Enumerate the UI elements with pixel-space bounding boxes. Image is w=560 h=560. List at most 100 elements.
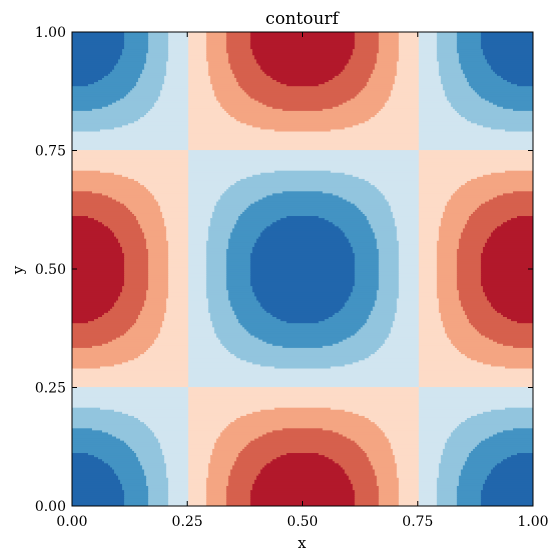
contour-fill-cell bbox=[378, 254, 400, 258]
contour-fill-cell bbox=[460, 304, 492, 307]
contour-fill-cell bbox=[168, 495, 189, 499]
contour-fill-cell bbox=[258, 198, 348, 202]
contour-fill-cell bbox=[418, 454, 442, 458]
contour-fill-cell bbox=[398, 262, 420, 266]
contour-fill-cell bbox=[482, 174, 533, 177]
contour-fill-cell bbox=[234, 460, 272, 464]
contour-fill-cell bbox=[206, 285, 227, 289]
contour-fill-cell bbox=[226, 32, 251, 35]
contour-fill-cell bbox=[146, 56, 169, 60]
contour-fill-cell bbox=[264, 464, 342, 468]
contour-fill-cell bbox=[220, 104, 268, 107]
contour-fill-cell bbox=[418, 487, 438, 491]
contour-fill-cell bbox=[482, 250, 533, 254]
contour-fill-cell bbox=[464, 116, 533, 120]
contour-fill-cell bbox=[164, 223, 189, 227]
contour-fill-cell bbox=[368, 77, 396, 80]
contour-fill-cell bbox=[104, 75, 141, 78]
contour-fill-cell bbox=[456, 266, 482, 270]
contour-fill-cell bbox=[418, 124, 484, 128]
contour-fill-cell bbox=[398, 271, 420, 274]
contour-fill-cell bbox=[160, 207, 189, 210]
contour-fill-cell bbox=[260, 470, 346, 474]
contour-fill-cell bbox=[486, 295, 533, 299]
contour-fill-cell bbox=[398, 503, 420, 506]
contour-fill-cell bbox=[146, 238, 167, 241]
contour-fill-cell bbox=[188, 151, 420, 155]
contour-fill-cell bbox=[188, 355, 237, 359]
contour-fill-cell bbox=[484, 291, 533, 295]
contour-fill-cell bbox=[496, 225, 533, 229]
contour-fill-cell bbox=[506, 316, 533, 320]
contour-fill-cell bbox=[118, 477, 147, 480]
contour-fill-cell bbox=[120, 437, 159, 441]
contour-fill-cell bbox=[72, 132, 189, 136]
contour-fill-cell bbox=[418, 396, 533, 400]
contour-fill-cell bbox=[188, 291, 207, 295]
contour-fill-cell bbox=[124, 40, 149, 43]
contour-fill-cell bbox=[436, 40, 458, 43]
contour-fill-cell bbox=[238, 454, 282, 458]
contour-fill-cell bbox=[118, 475, 147, 478]
contour-fill-cell bbox=[352, 246, 378, 249]
x-tick-label: 0.25 bbox=[172, 514, 203, 530]
contour-fill-cell bbox=[490, 470, 533, 474]
contour-fill-cell bbox=[72, 266, 125, 270]
contour-fill-cell bbox=[122, 52, 147, 56]
contour-fill-cell bbox=[460, 236, 490, 239]
contour-fill-cell bbox=[142, 466, 167, 470]
contour-fill-cell bbox=[214, 446, 245, 449]
contour-fill-cell bbox=[168, 240, 189, 243]
contour-fill-cell bbox=[124, 269, 149, 272]
contour-fill-cell bbox=[168, 246, 189, 249]
contour-fill-cell bbox=[398, 269, 420, 272]
contour-fill-cell bbox=[392, 85, 420, 89]
contour-fill-cell bbox=[206, 242, 229, 245]
contour-fill-cell bbox=[188, 374, 420, 377]
contour-fill-cell bbox=[72, 227, 111, 231]
contour-fill-cell bbox=[72, 122, 129, 126]
contour-fill-cell bbox=[486, 240, 533, 243]
contour-fill-cell bbox=[396, 236, 420, 239]
contour-fill-cell bbox=[206, 54, 229, 58]
contour-fill-cell bbox=[378, 250, 400, 254]
contour-fill-cell bbox=[244, 446, 362, 449]
contour-fill-cell bbox=[418, 304, 440, 307]
contour-fill-cell bbox=[490, 67, 533, 70]
contour-fill-cell bbox=[482, 487, 533, 491]
contour-fill-cell bbox=[276, 316, 330, 320]
contour-fill-cell bbox=[460, 184, 533, 188]
contour-fill-cell bbox=[280, 81, 326, 85]
contour-fill-cell bbox=[212, 215, 239, 219]
contour-fill-cell bbox=[72, 450, 135, 454]
contour-fill-cell bbox=[148, 485, 169, 489]
contour-fill-cell bbox=[344, 64, 376, 68]
contour-fill-cell bbox=[72, 326, 131, 330]
contour-fill-cell bbox=[230, 299, 259, 303]
contour-fill-cell bbox=[188, 425, 227, 429]
contour-fill-cell bbox=[228, 295, 257, 299]
contour-fill-cell bbox=[188, 460, 211, 464]
contour-fill-cell bbox=[392, 87, 420, 91]
contour-fill-cell bbox=[72, 353, 141, 357]
contour-fill-cell bbox=[378, 273, 400, 276]
contour-fill-cell bbox=[418, 277, 438, 280]
contour-fill-cell bbox=[72, 44, 125, 48]
contour-fill-cell bbox=[470, 178, 533, 181]
contour-fill-cell bbox=[368, 221, 396, 225]
contour-fill-cell bbox=[218, 435, 260, 439]
contour-fill-cell bbox=[340, 308, 374, 311]
contour-fill-cell bbox=[124, 95, 159, 99]
contour-fill-cell bbox=[418, 485, 438, 489]
contour-fill-cell bbox=[188, 392, 420, 396]
contour-fill-cell bbox=[250, 279, 356, 282]
contour-fill-cell bbox=[418, 390, 533, 394]
contour-fill-cell bbox=[264, 71, 342, 74]
contour-fill-cell bbox=[418, 137, 533, 140]
contour-fill-cell bbox=[470, 85, 533, 89]
contour-fill-cell bbox=[72, 372, 189, 375]
contour-fill-cell bbox=[210, 458, 237, 462]
contour-fill-cell bbox=[338, 431, 386, 435]
contour-fill-cell bbox=[228, 242, 255, 245]
contour-fill-cell bbox=[418, 223, 442, 227]
